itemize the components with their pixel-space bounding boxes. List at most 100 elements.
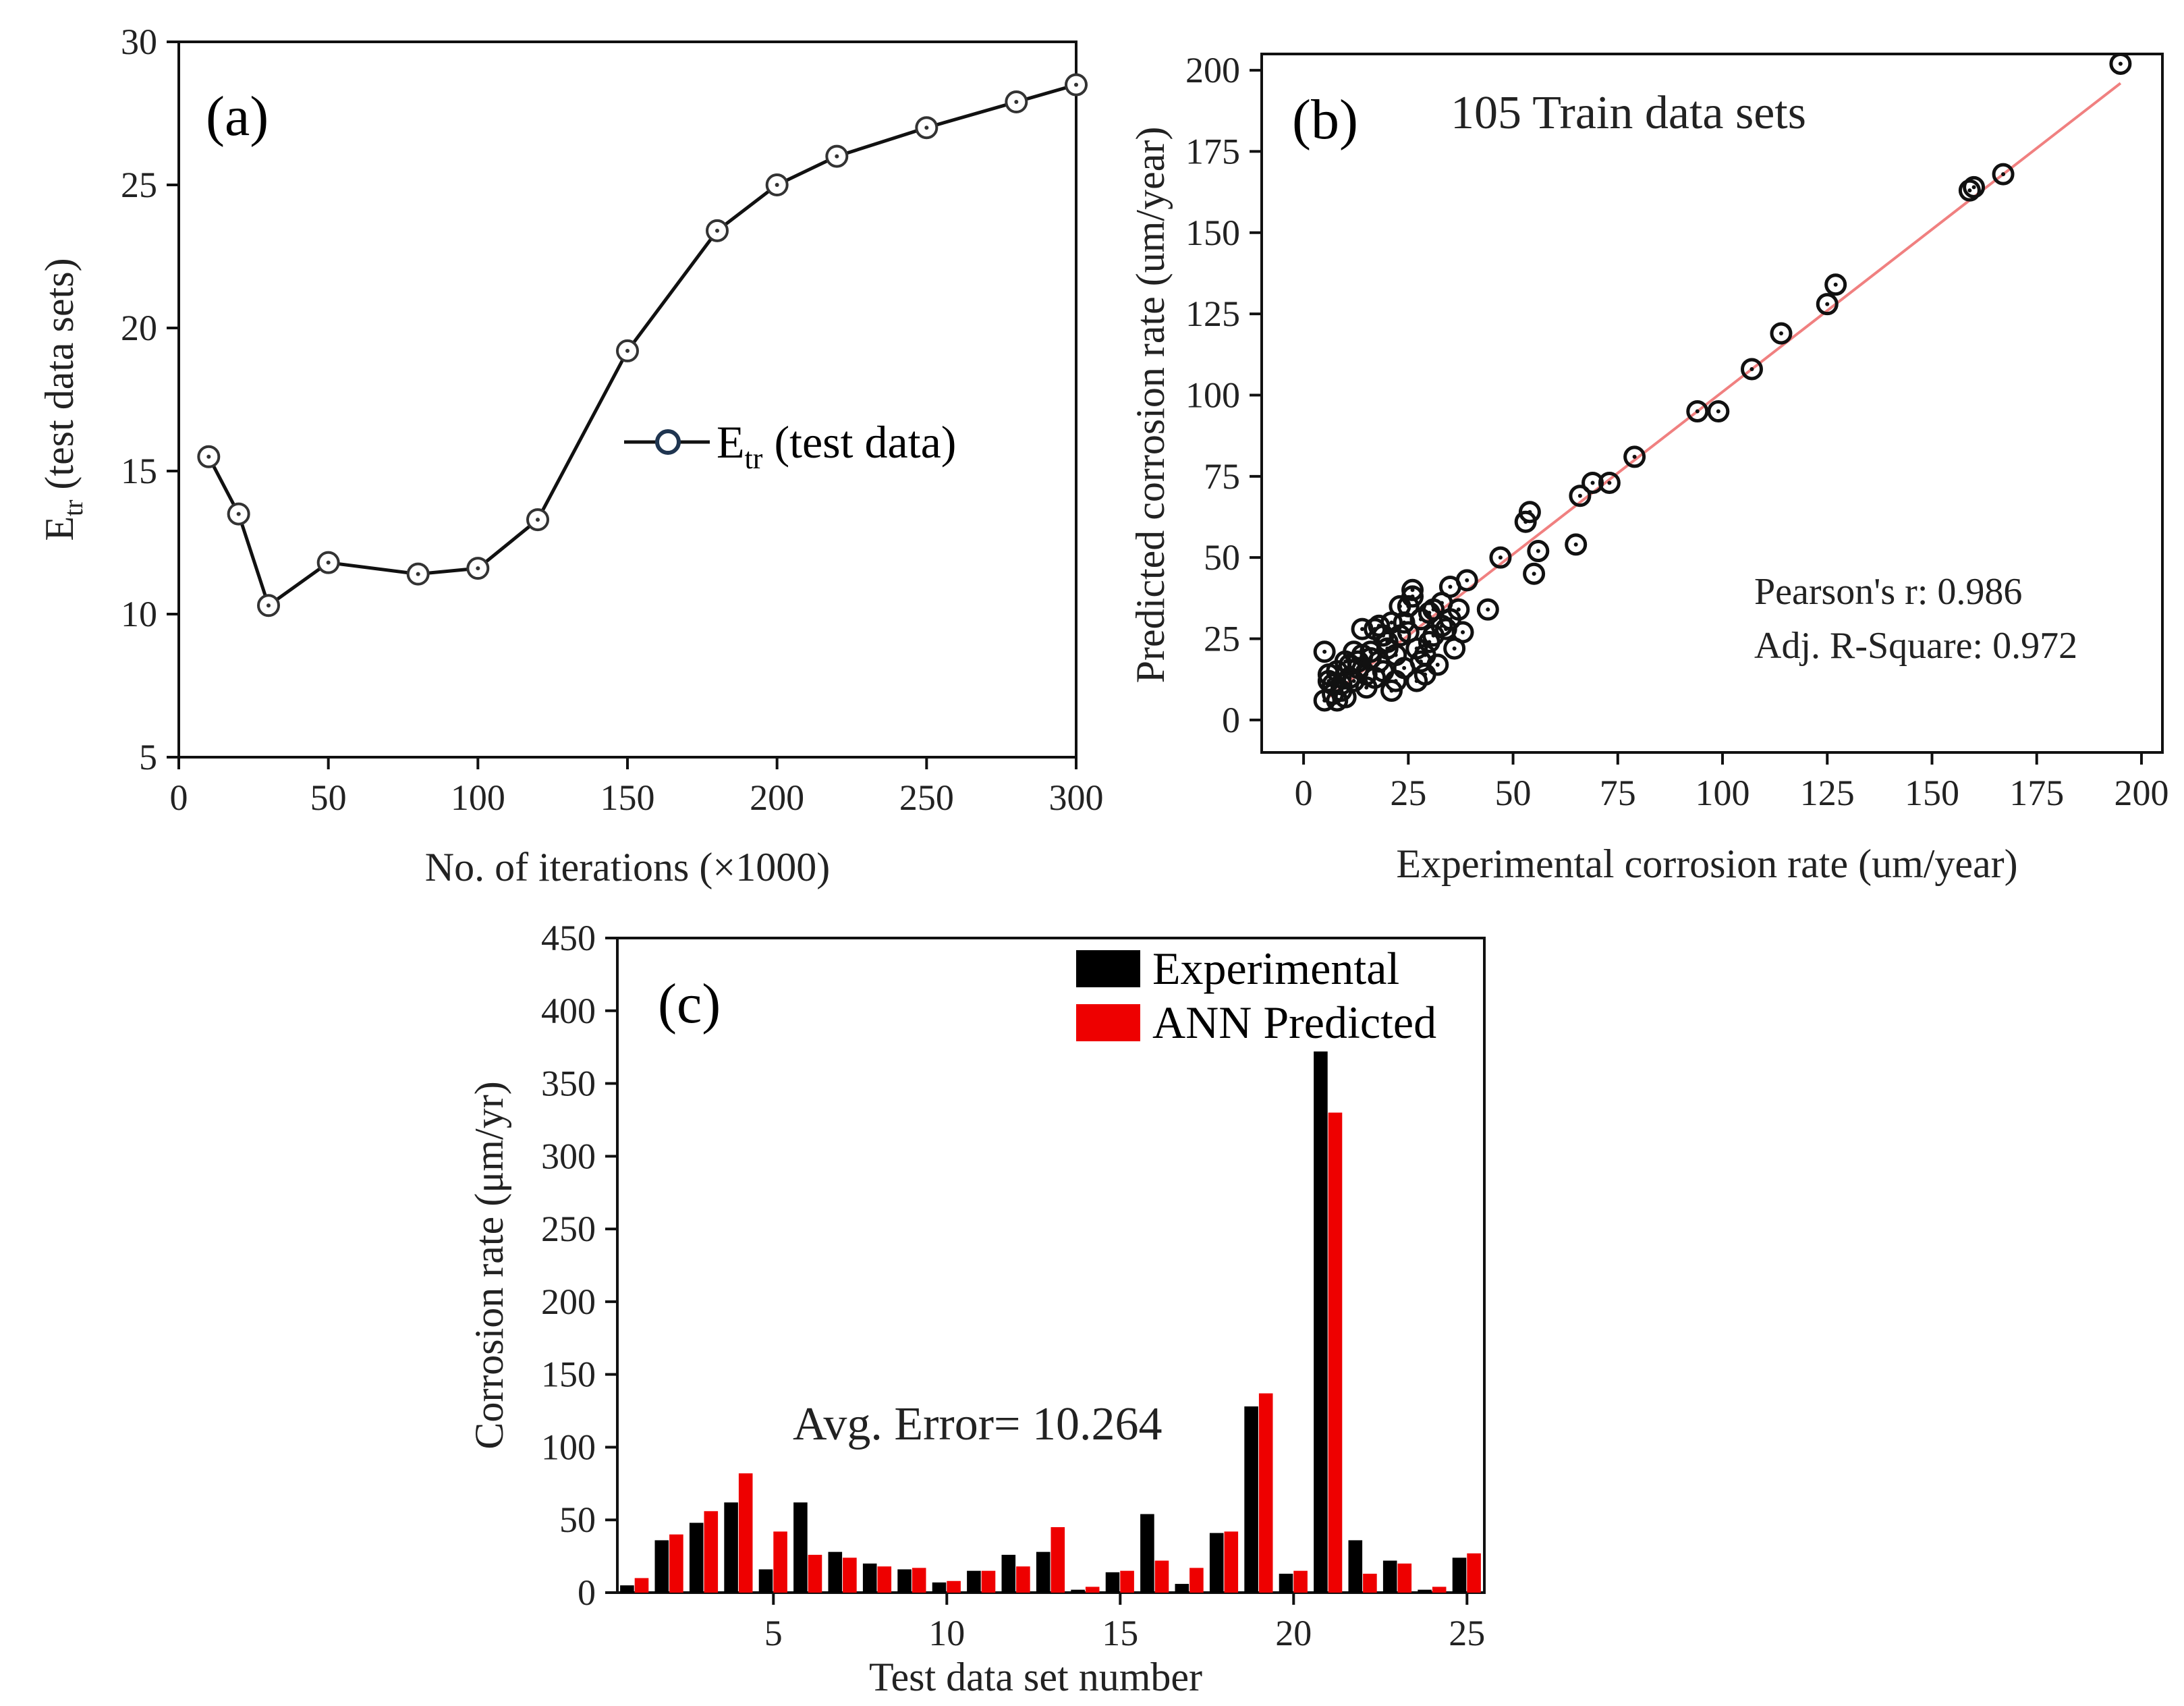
panel-b-data-point — [1476, 598, 1499, 621]
bar-experimental — [862, 1563, 877, 1593]
panel-b-data-point-dot — [1435, 663, 1440, 667]
panel-a-data-point-dot — [416, 572, 420, 576]
panel-b-y-tick-label: 75 — [1204, 456, 1240, 497]
panel-b-x-tick-label: 25 — [1390, 773, 1426, 813]
bar-ann-predicted — [808, 1554, 822, 1593]
panel-b-data-point — [1334, 650, 1357, 673]
panel-b-data-point-dot — [1335, 698, 1339, 703]
panel-b-data-point — [1313, 640, 1336, 663]
panel-b-x-tick-label: 200 — [2114, 773, 2168, 813]
bar-experimental — [1314, 1051, 1328, 1593]
panel-a-data-point-dot — [267, 603, 271, 608]
panel-a-x-tick-label: 100 — [451, 777, 505, 818]
bar-ann-predicted — [1154, 1560, 1169, 1593]
panel-b-data-point-dot — [1343, 659, 1348, 664]
panel-b-data-point-dot — [1423, 653, 1428, 657]
panel-a-letter: (a) — [206, 85, 269, 148]
panel-c-x-tick-label: 10 — [928, 1613, 965, 1653]
panel-b-data-point-dot — [1414, 679, 1419, 684]
panel-a-y-title-rest: (test data sets) — [37, 258, 82, 499]
panel-b-data-point-dot — [1393, 653, 1398, 657]
panel-a-y-title-sub: tr — [58, 500, 88, 516]
panel-c-bar-chart: 5 10 15 20 25 0 50 100 150 200 250 300 350 400 450 (c… — [467, 918, 1486, 1699]
panel-b-data-point-dot — [1410, 588, 1415, 593]
bar-ann-predicted — [1051, 1527, 1065, 1593]
panel-a-y-axis-title: Etr (test data sets) — [37, 258, 88, 541]
panel-a-data-point-dot — [775, 183, 779, 187]
panel-b-data-point-dot — [1372, 676, 1377, 680]
panel-b-data-point-dot — [1749, 366, 1754, 371]
bar-ann-predicted — [981, 1570, 996, 1593]
panel-b-x-axis-title: Experimental corrosion rate (um/year) — [1396, 842, 2017, 886]
panel-b-x-tick-label: 150 — [1905, 773, 1959, 813]
panel-a-y-tick-label: 30 — [121, 22, 157, 62]
panel-b-data-point-dot — [1431, 607, 1436, 612]
panel-b-y-tick-label: 200 — [1185, 50, 1240, 90]
panel-a-y-tick-label: 25 — [121, 165, 157, 205]
panel-a-x-tick-label: 250 — [899, 777, 954, 818]
panel-b-data-point-dot — [1577, 493, 1582, 498]
panel-a-legend-rest: (test data) — [762, 416, 956, 468]
panel-b-data-point — [1565, 533, 1588, 556]
panel-b-data-point — [1740, 358, 1763, 381]
bar-experimental — [967, 1570, 981, 1593]
bar-experimental — [1452, 1558, 1467, 1593]
panel-b-data-point — [1518, 501, 1541, 524]
panel-b-data-point-dot — [1393, 679, 1398, 684]
panel-a-y-title-main: E — [37, 516, 82, 541]
panel-a-data-point-dot — [536, 518, 540, 522]
panel-b-r-square: Adj. R-Square: 0.972 — [1754, 625, 2077, 667]
panel-c-legend: Experimental ANN Predicted — [1076, 943, 1436, 1048]
panel-b-fit-line — [1323, 82, 2122, 702]
panel-b-data-point-dot — [1456, 607, 1461, 612]
panel-b-title: 105 Train data sets — [1451, 87, 1806, 139]
bar-experimental — [1348, 1540, 1363, 1593]
bar-experimental — [1175, 1584, 1189, 1593]
bar-experimental — [932, 1582, 947, 1593]
panel-b-data-point-dot — [1632, 454, 1637, 459]
panel-c-y-tick-label: 300 — [541, 1136, 596, 1176]
panel-b-y-tick-labels: 0 25 50 75 100 125 150 175 200 — [1185, 50, 1240, 740]
panel-b-data-point — [1393, 657, 1416, 680]
panel-a-data-point-dot — [924, 126, 929, 130]
bar-experimental — [1036, 1551, 1051, 1593]
panel-b-data-point — [1326, 689, 1349, 712]
panel-c-legend-predicted: ANN Predicted — [1152, 997, 1436, 1048]
panel-b-data-point-dot — [1326, 672, 1331, 677]
panel-a-x-tick-label: 150 — [600, 777, 655, 818]
panel-b-data-point-dot — [1351, 649, 1356, 654]
panel-b-data-point-dot — [1427, 640, 1432, 644]
panel-b-data-point — [1598, 471, 1621, 494]
panel-b-data-point — [1401, 578, 1424, 601]
bar-experimental — [620, 1585, 634, 1593]
panel-a-data-point-dot — [326, 560, 331, 565]
panel-b-data-point-dot — [1967, 188, 1972, 193]
panel-a-y-tick-labels: 5 10 15 20 25 30 — [121, 22, 157, 777]
bar-ann-predicted — [1328, 1112, 1343, 1593]
panel-c-x-tick-label: 20 — [1275, 1613, 1312, 1653]
panel-b-data-point — [1686, 400, 1709, 423]
bar-ann-predicted — [1120, 1570, 1134, 1593]
panel-b-data-point-dot — [1532, 572, 1536, 576]
panel-c-y-tick-label: 100 — [541, 1427, 596, 1467]
bar-ann-predicted — [738, 1473, 753, 1593]
bar-ann-predicted — [1363, 1573, 1377, 1593]
panel-a-legend-sub: tr — [745, 442, 763, 475]
panel-c-bars — [620, 1051, 1481, 1593]
bar-ann-predicted — [1016, 1566, 1030, 1593]
panel-b-data-point — [1405, 669, 1428, 692]
bar-experimental — [828, 1551, 843, 1593]
bar-ann-predicted — [704, 1511, 719, 1593]
panel-b-data-point — [1963, 175, 1986, 198]
panel-b-data-point-dot — [1402, 665, 1407, 670]
panel-c-y-tick-label: 150 — [541, 1354, 596, 1395]
bar-ann-predicted — [877, 1566, 892, 1593]
panel-c-y-tick-label: 350 — [541, 1064, 596, 1104]
panel-c-y-tick-labels: 0 50 100 150 200 250 300 350 400 450 — [541, 918, 596, 1613]
bar-ann-predicted — [1293, 1570, 1308, 1593]
panel-a-y-tick-label: 15 — [121, 451, 157, 491]
panel-c-y-tick-label: 200 — [541, 1282, 596, 1322]
panel-b-data-point — [1816, 293, 1839, 316]
panel-a-legend-label: Etr (test data) — [717, 416, 956, 475]
bar-experimental — [793, 1502, 808, 1593]
